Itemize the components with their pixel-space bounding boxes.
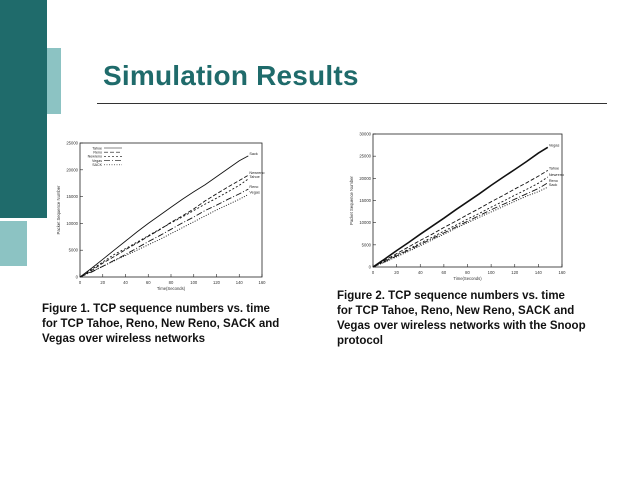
accent-bar-dark (0, 0, 47, 218)
accent-bar-light-lower (0, 221, 27, 266)
y-tick-label: 25000 (66, 141, 78, 146)
end-label: Reno (549, 179, 558, 183)
y-tick-label: 20000 (66, 167, 78, 172)
series-line-newreno (372, 176, 549, 268)
y-tick-label: 20000 (359, 176, 371, 181)
x-tick-label: 0 (79, 280, 82, 285)
plot-frame (79, 142, 263, 278)
x-tick-label: 120 (511, 270, 519, 275)
y-tick-label: 10000 (359, 220, 371, 225)
y-tick-label: 15000 (66, 194, 78, 199)
y-axis-label: Packet Sequence Number (56, 185, 61, 234)
caption-line: Figure 2. TCP sequence numbers vs. time (337, 290, 565, 302)
end-label: Newreno (249, 171, 264, 175)
end-label: Sack (549, 183, 558, 187)
figure-1-caption: Figure 1. TCP sequence numbers vs. time … (42, 302, 312, 347)
caption-line: protocol (337, 335, 383, 347)
x-tick-label: 80 (465, 270, 470, 275)
x-tick-label: 160 (559, 270, 567, 275)
legend-label: Tahoe (92, 146, 102, 150)
end-label: Newreno (549, 173, 564, 177)
caption-line: Figure 1. TCP sequence numbers vs. time (42, 303, 270, 315)
title-divider (97, 103, 607, 104)
series-line-reno (372, 182, 549, 268)
legend-label: SACK (92, 163, 102, 167)
x-tick-label: 140 (236, 280, 244, 285)
x-tick-label: 0 (372, 270, 375, 275)
series-line-sack (79, 155, 249, 278)
x-tick-label: 120 (213, 280, 221, 285)
y-tick-label: 30000 (359, 132, 371, 137)
end-label: Vegas (249, 190, 260, 194)
x-axis-label: Time(Seconds) (453, 276, 482, 281)
figure-1-chart: 0 20 40 60 80 100 120 140 160 0 5000 10000 15000 2000… (54, 137, 284, 292)
y-tick-label: 15000 (359, 198, 371, 203)
x-tick-label: 100 (488, 270, 496, 275)
end-label: Vegas (549, 143, 560, 147)
series-line-vegas (372, 146, 549, 268)
series-line-sack (372, 186, 548, 268)
series-line-tahoe (372, 170, 549, 268)
y-tick-label: 0 (76, 275, 79, 280)
x-tick-label: 60 (442, 270, 447, 275)
series-line-tahoe (79, 178, 249, 278)
x-tick-label: 160 (259, 280, 267, 285)
y-tick-label: 10000 (66, 221, 78, 226)
caption-line: for TCP Tahoe, Reno, New Reno, SACK and (42, 318, 280, 330)
series-line-vegas (79, 194, 249, 278)
legend-label: Vegas (92, 159, 102, 163)
figure-2-chart: 0 20 40 60 80 100 120 140 160 0 5000 10000 15000 2000… (349, 128, 570, 282)
end-label: Tahoe (549, 166, 559, 170)
x-tick-label: 140 (535, 270, 543, 275)
caption-line: Vegas over wireless networks (42, 333, 206, 345)
legend-label: Newreno (88, 155, 102, 159)
caption-line: for TCP Tahoe, Reno, New Reno, SACK and (337, 305, 575, 317)
y-tick-label: 25000 (359, 154, 371, 159)
figure-2-caption: Figure 2. TCP sequence numbers vs. time … (337, 289, 607, 349)
legend-label: Reno (93, 151, 102, 155)
slide-title: Simulation Results (103, 60, 359, 91)
chart-svg: 0 20 40 60 80 100 120 140 160 0 5000 10000 15000 2000… (349, 132, 567, 282)
y-tick-label: 5000 (362, 242, 372, 247)
x-tick-label: 100 (190, 280, 198, 285)
end-label: Sack (249, 152, 258, 156)
x-tick-label: 80 (169, 280, 174, 285)
x-tick-label: 60 (146, 280, 151, 285)
x-axis-label: Time(Seconds) (157, 286, 186, 291)
series-line-reno (79, 188, 249, 278)
y-tick-label: 0 (369, 265, 372, 270)
y-tick-label: 5000 (69, 248, 79, 253)
accent-bar-light (47, 48, 61, 114)
caption-line: Vegas over wireless networks with the Sn… (337, 320, 586, 332)
y-axis-label: Packet Sequence Number (349, 175, 354, 224)
x-tick-label: 20 (394, 270, 399, 275)
x-tick-label: 40 (123, 280, 128, 285)
end-label: Reno (249, 185, 258, 189)
x-tick-label: 40 (418, 270, 423, 275)
end-label: Tahoe (249, 175, 259, 179)
chart-svg: 0 20 40 60 80 100 120 140 160 0 5000 10000 15000 2000… (56, 141, 267, 292)
x-tick-label: 20 (100, 280, 105, 285)
series-line-newreno (79, 174, 249, 278)
